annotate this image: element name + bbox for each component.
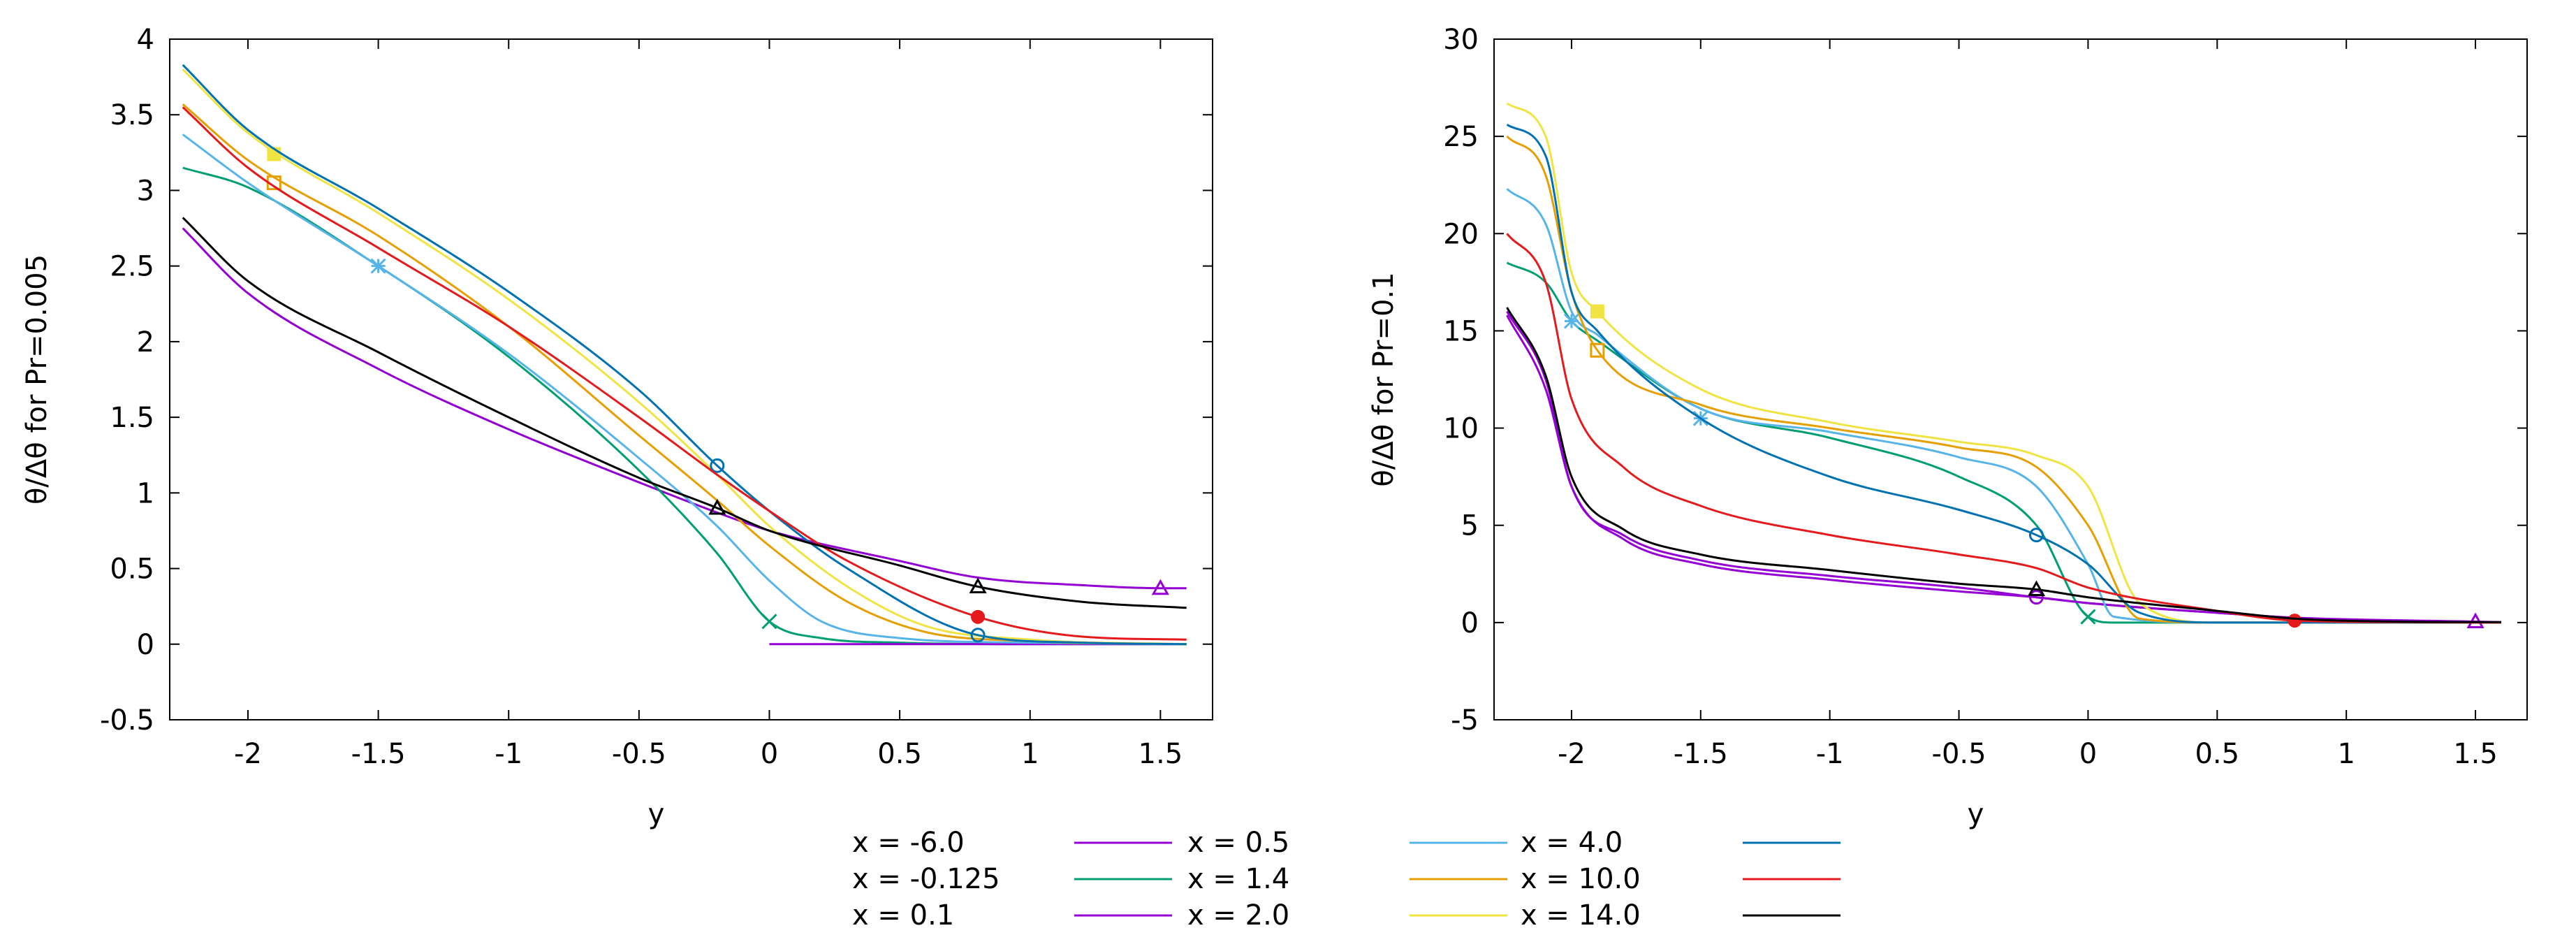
series-marker-8 (708, 498, 726, 515)
y-tick-label: 1 (137, 477, 154, 509)
y-tick-label: 25 (1443, 121, 1479, 153)
series-marker-4 (1590, 342, 1605, 358)
y-tick-label: 15 (1443, 315, 1479, 347)
x-tick-label: 0 (2079, 738, 2097, 770)
plot-frame (1493, 38, 2528, 720)
y-tick-label: 1.5 (110, 402, 154, 434)
x-tick-label: 1.5 (2453, 738, 2498, 770)
y-tick-label: -0.5 (100, 704, 154, 737)
series-marker-1 (2080, 609, 2096, 625)
y-tick-label: -5 (1451, 704, 1479, 737)
y-axis-label: θ/Δθ for Pr=0.1 (1368, 272, 1400, 486)
legend-label-3: x = 0.5 (1187, 827, 1289, 859)
y-tick-label: 0.5 (110, 553, 154, 586)
series-marker-2 (2028, 590, 2044, 605)
series-line-6 (1506, 124, 2501, 624)
x-tick-label: -1 (495, 738, 522, 770)
y-tick-label: 20 (1443, 218, 1479, 250)
series-line-1 (182, 166, 1187, 646)
series-line-3 (182, 133, 1187, 646)
x-tick-label: -1.5 (351, 738, 406, 770)
x-tick-label: -2 (234, 738, 262, 770)
legend-label-6: x = 4.0 (1521, 827, 1623, 859)
series-line-1 (1506, 261, 2501, 624)
y-tick-label: 5 (1461, 510, 1479, 542)
y-axis-label: θ/Δθ for Pr=0.005 (21, 254, 53, 505)
series-line-6 (182, 64, 1187, 646)
y-tick-label: 2.5 (110, 251, 154, 283)
y-tick-label: 3 (137, 175, 154, 207)
legend-label-4: x = 1.4 (1187, 863, 1289, 895)
series-group (1506, 102, 2502, 628)
y-tick-label: 0 (1461, 607, 1479, 639)
x-tick-label: 1 (1021, 738, 1039, 770)
x-tick-label: -0.5 (1932, 738, 1986, 770)
y-tick-label: 10 (1443, 413, 1479, 445)
series-marker-3 (370, 258, 386, 274)
series-line-8 (1506, 307, 2502, 623)
series-line-4 (182, 103, 1187, 646)
x-tick-label: 1 (2337, 738, 2355, 770)
series-marker-3 (1563, 313, 1579, 329)
series-line-0 (182, 227, 1187, 590)
series-group (182, 64, 1187, 646)
series-marker-0 (2466, 612, 2484, 628)
x-axis-label: y (1968, 798, 1984, 830)
x-tick-label: -1.5 (1674, 738, 1728, 770)
series-marker-6 (710, 458, 725, 473)
x-axis-label: y (648, 798, 665, 830)
plot-frame (169, 38, 1213, 720)
series-marker-7 (971, 609, 986, 624)
x-tick-label: 1.5 (1139, 738, 1183, 770)
y-tick-label: 0 (137, 629, 154, 661)
y-tick-label: 4 (137, 24, 154, 56)
x-tick-label: -1 (1816, 738, 1844, 770)
legend-label-1: x = -0.125 (852, 863, 1000, 895)
series-marker-5 (1590, 304, 1604, 319)
x-tick-label: -2 (1558, 738, 1586, 770)
legend-label-0: x = -6.0 (852, 827, 965, 859)
series-marker-8 (2027, 580, 2046, 597)
legend: x = -6.0 x = -0.125 x = 0.1 x = 0.5 x = 1.4 x… (852, 827, 1840, 932)
series-marker-1 (761, 614, 777, 630)
plot-right: -2 -1.5 -1 -0.5 0 0.5 1 1.5 -5 0 5 10 15 20 25 30 y θ/Δθ … (1368, 24, 2528, 830)
series-marker-7 (2288, 614, 2302, 628)
y-tick-label: 2 (137, 326, 154, 358)
plot-left: -2 -1.5 -1 -0.5 0 0.5 1 1.5 -0.5 0 0.5 1 1.5 2 2.5 3 3.5… (21, 24, 1213, 830)
x-tick-label: 0 (761, 738, 778, 770)
series-marker-8 (969, 577, 987, 594)
y-tick-label: 30 (1443, 24, 1479, 56)
series-line-3 (1506, 188, 2501, 624)
series-marker-6 (970, 628, 986, 643)
legend-label-2: x = 0.1 (852, 899, 954, 932)
series-marker-6 (2028, 528, 2044, 543)
legend-label-7: x = 10.0 (1521, 863, 1641, 895)
series-line-8 (182, 217, 1187, 609)
x-tick-label: 0.5 (2195, 738, 2239, 770)
x-tick-label: 0.5 (877, 738, 922, 770)
y-tick-label: 3.5 (110, 99, 154, 131)
series-marker-0 (1151, 579, 1169, 595)
series-line-2 (1506, 314, 2502, 624)
series-line-7 (182, 106, 1187, 641)
legend-label-5: x = 2.0 (1187, 899, 1289, 932)
legend-label-8: x = 14.0 (1521, 899, 1641, 932)
x-tick-label: -0.5 (612, 738, 666, 770)
series-line-7 (1506, 233, 2502, 624)
series-line-5 (182, 68, 1187, 646)
